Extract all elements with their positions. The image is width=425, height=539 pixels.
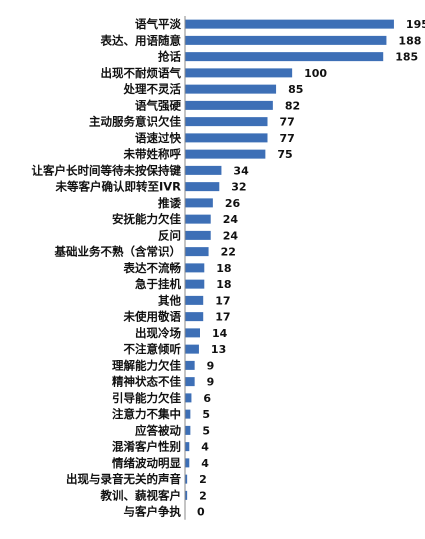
category-label: 出现不耐烦语气 bbox=[101, 66, 182, 80]
bar bbox=[185, 393, 192, 403]
bar bbox=[185, 52, 384, 62]
category-label: 语气平淡 bbox=[135, 17, 181, 31]
value-label: 9 bbox=[207, 376, 215, 389]
category-label: 精神状态不佳 bbox=[112, 375, 181, 389]
category-label: 安抚能力欠佳 bbox=[112, 212, 181, 226]
bar bbox=[185, 409, 191, 419]
category-label: 应答被动 bbox=[135, 423, 181, 437]
category-label: 理解能力欠佳 bbox=[112, 358, 181, 372]
bar bbox=[185, 312, 204, 322]
bar bbox=[185, 377, 195, 387]
bar bbox=[185, 328, 200, 338]
category-label: 未等客户确认即转至IVR bbox=[54, 180, 181, 194]
bar bbox=[185, 182, 220, 192]
bar bbox=[185, 344, 199, 354]
value-label: 26 bbox=[225, 197, 241, 210]
value-label: 9 bbox=[207, 359, 215, 372]
category-label: 让客户长时间等待未按保持键 bbox=[32, 163, 182, 177]
bar bbox=[185, 84, 277, 94]
bar bbox=[185, 100, 273, 110]
value-label: 18 bbox=[216, 278, 231, 291]
category-label: 急于挂机 bbox=[135, 277, 181, 291]
bar bbox=[185, 247, 209, 257]
bar bbox=[185, 19, 394, 29]
value-label: 17 bbox=[215, 294, 230, 307]
value-label: 24 bbox=[223, 229, 239, 242]
bar bbox=[185, 263, 205, 273]
bar bbox=[185, 425, 191, 435]
value-label: 6 bbox=[203, 392, 211, 405]
value-label: 17 bbox=[215, 311, 230, 324]
value-label: 75 bbox=[277, 148, 292, 161]
bar bbox=[185, 68, 293, 78]
bar bbox=[185, 360, 195, 370]
category-label: 反问 bbox=[158, 228, 181, 242]
category-label: 情绪波动明显 bbox=[111, 456, 181, 470]
value-label: 14 bbox=[212, 327, 228, 340]
category-label: 出现与录音无关的声音 bbox=[66, 472, 181, 486]
value-label: 5 bbox=[202, 408, 210, 421]
bar bbox=[185, 165, 222, 175]
category-label: 未带姓称呼 bbox=[123, 147, 182, 161]
bar bbox=[185, 295, 204, 305]
value-label: 4 bbox=[201, 457, 209, 470]
category-label: 表达不流畅 bbox=[123, 261, 182, 275]
value-label: 85 bbox=[288, 83, 303, 96]
bar bbox=[185, 474, 188, 484]
bar bbox=[185, 279, 205, 289]
value-label: 4 bbox=[201, 441, 209, 454]
value-label: 18 bbox=[216, 262, 231, 275]
value-label: 24 bbox=[223, 213, 239, 226]
category-label: 注意力不集中 bbox=[112, 407, 181, 421]
category-label: 语气强硬 bbox=[135, 98, 181, 112]
value-label: 185 bbox=[395, 51, 418, 64]
bar bbox=[185, 198, 213, 208]
value-label: 5 bbox=[202, 424, 210, 437]
category-label: 引导能力欠佳 bbox=[112, 391, 181, 405]
value-label: 34 bbox=[233, 164, 249, 177]
value-label: 77 bbox=[280, 116, 295, 129]
value-label: 13 bbox=[211, 343, 226, 356]
category-label: 语速过快 bbox=[135, 131, 181, 145]
category-label: 教训、藐视客户 bbox=[100, 488, 182, 502]
category-label: 其他 bbox=[158, 293, 181, 307]
value-label: 77 bbox=[280, 132, 295, 145]
category-label: 抢话 bbox=[158, 50, 181, 64]
value-label: 188 bbox=[398, 34, 421, 47]
value-label: 2 bbox=[199, 489, 207, 502]
category-labels-group: 语气平淡表达、用语随意抢话出现不耐烦语气处理不灵活语气强硬主动服务意识欠佳语速过… bbox=[32, 17, 182, 519]
bar bbox=[185, 442, 190, 452]
value-label: 195 bbox=[406, 18, 425, 31]
bar bbox=[185, 458, 190, 468]
category-label: 主动服务意识欠佳 bbox=[89, 115, 181, 129]
category-label: 与客户争执 bbox=[124, 505, 182, 519]
bar bbox=[185, 117, 268, 127]
bars-group bbox=[185, 19, 394, 500]
value-label: 0 bbox=[197, 506, 205, 519]
value-label: 2 bbox=[199, 473, 207, 486]
category-label: 不注意倾听 bbox=[124, 342, 182, 356]
bar bbox=[185, 214, 211, 224]
bar bbox=[185, 133, 268, 143]
category-label: 出现冷场 bbox=[135, 326, 181, 340]
category-label: 表达、用语随意 bbox=[100, 33, 182, 47]
category-label: 未使用敬语 bbox=[123, 310, 182, 324]
value-label: 32 bbox=[231, 181, 246, 194]
bar bbox=[185, 35, 387, 45]
bar bbox=[185, 490, 188, 500]
category-label: 基础业务不熟（含常识） bbox=[54, 245, 182, 259]
category-label: 推诿 bbox=[158, 196, 181, 210]
value-label: 82 bbox=[285, 99, 300, 112]
category-label: 混淆客户性别 bbox=[112, 440, 181, 454]
value-label: 22 bbox=[221, 246, 236, 259]
category-label: 处理不灵活 bbox=[123, 82, 182, 96]
bar bbox=[185, 230, 211, 240]
bar bbox=[185, 149, 266, 159]
value-label: 100 bbox=[304, 67, 327, 80]
value-labels-group: 1951881851008582777775343226242422181817… bbox=[197, 18, 425, 519]
